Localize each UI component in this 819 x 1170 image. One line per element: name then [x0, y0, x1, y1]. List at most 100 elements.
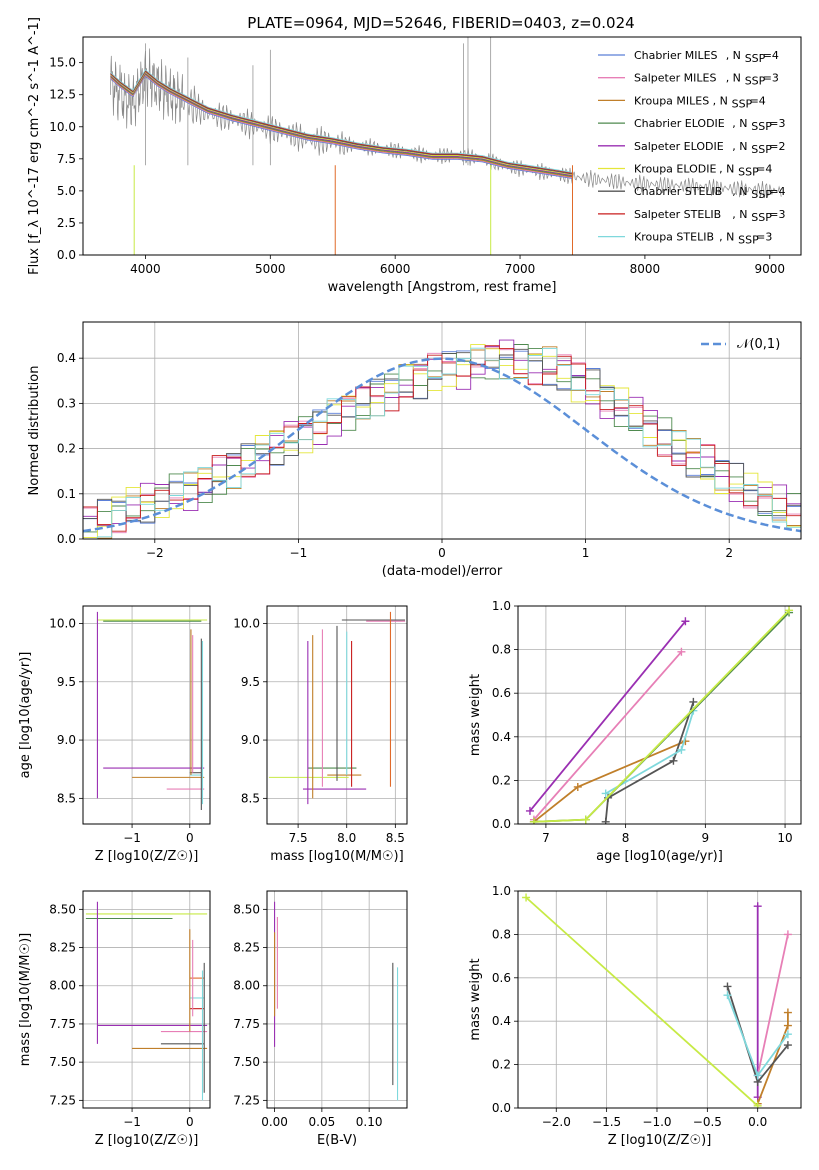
- panels: 4000 5000 6000 7000 8000 90000.02.55.07.510.0…: [18, 17, 802, 1148]
- x-tick-label: 2: [725, 546, 733, 560]
- legend-nssp-value: =4: [756, 163, 772, 176]
- weight-point-marker: [529, 817, 538, 824]
- panel-residuals: −2 −1 0 1 2 0.0 0.1 0.2 0.3 0.4 𝒩(0,1) (data-model)…: [27, 321, 802, 579]
- y-tick-label: 9.0: [241, 733, 260, 747]
- x-tick-label: 0.00: [261, 1115, 288, 1129]
- x-tick-label: −1: [290, 546, 308, 560]
- legend-entry-label: Salpeter MILES: [634, 72, 716, 85]
- legend-nssp-subscript: SSP: [751, 188, 772, 201]
- plot-area-mass-vs-Z: [85, 901, 208, 1101]
- y-axis-label: age [log10(age/yr)]: [18, 652, 33, 779]
- y-tick-label: 0.4: [492, 730, 511, 744]
- plot-area-weight-vs-Z: [522, 893, 792, 1108]
- legend-nssp-value: =2: [769, 140, 785, 153]
- weight-point-marker: [677, 745, 686, 754]
- legend-nssp-value: =4: [763, 49, 779, 62]
- weight-series-line: [529, 620, 687, 812]
- legend-entry-label: Salpeter ELODIE: [634, 140, 724, 153]
- weight-point-marker: [669, 756, 678, 765]
- legend-nssp-value: =4: [750, 94, 766, 107]
- weight-point-marker: [573, 782, 582, 791]
- legend-nssp-subscript: SSP: [745, 52, 766, 65]
- plot-area-residuals: [83, 339, 801, 539]
- weight-point-marker: [753, 1101, 762, 1108]
- y-tick-label: 8.5: [57, 791, 76, 805]
- residual-histogram: [83, 348, 801, 523]
- residual-legend: 𝒩(0,1): [701, 337, 780, 352]
- model-fit-line: [110, 75, 573, 180]
- y-tick-label: 0.2: [492, 773, 511, 787]
- y-tick-label: 12.5: [49, 88, 76, 102]
- legend-nssp-subscript: SSP: [751, 211, 772, 224]
- legend-nssp-value: =4: [769, 185, 785, 198]
- x-tick-label: 8.5: [386, 831, 405, 845]
- plot-area-mass-vs-ebv: [274, 901, 399, 1101]
- legend-nssp-label: , N: [732, 185, 747, 198]
- y-tick-label: 7.5: [57, 152, 76, 166]
- y-tick-label: 2.5: [57, 216, 76, 230]
- y-tick-label: 8.50: [233, 902, 260, 916]
- y-tick-label: 8.50: [49, 902, 76, 916]
- panel-age-vs-mass: 7.5 8.0 8.5 8.5 9.0 9.5 10.0 mass [log10(M/M☉)]: [233, 605, 408, 864]
- y-tick-label: 8.00: [49, 979, 76, 993]
- normal-distribution-curve: [83, 357, 801, 533]
- weight-point-marker: [753, 902, 762, 911]
- weight-series-line: [604, 701, 695, 822]
- x-tick-label: 6000: [380, 262, 411, 276]
- y-axis-label: mass weight: [468, 958, 483, 1040]
- legend-nssp-label: , N: [732, 140, 747, 153]
- legend-nssp-label: , N: [726, 72, 741, 85]
- weight-point-marker: [723, 982, 732, 991]
- x-tick-label: 4000: [130, 262, 161, 276]
- y-tick-label: 1.0: [492, 599, 511, 613]
- axes-frame: [82, 321, 802, 540]
- model-fit-line: [110, 69, 573, 173]
- legend-entry-label: Chabrier ELODIE: [634, 117, 725, 130]
- y-tick-label: 7.25: [49, 1093, 76, 1107]
- weight-point-marker: [689, 697, 698, 706]
- x-tick-label: 0.0: [748, 1115, 767, 1129]
- y-tick-label: 0.0: [492, 1101, 511, 1115]
- y-tick-label: 0.8: [492, 643, 511, 657]
- model-fit-line: [110, 70, 573, 175]
- legend-entry-label: Salpeter STELIB: [634, 208, 721, 221]
- y-tick-label: 5.0: [57, 184, 76, 198]
- plot-area-weight-vs-age: [525, 606, 794, 824]
- y-tick-label: 8.00: [233, 979, 260, 993]
- legend-nssp-subscript: SSP: [732, 97, 753, 110]
- y-tick-label: 9.5: [241, 675, 260, 689]
- x-tick-label: 5000: [255, 262, 286, 276]
- axes-frame: [266, 605, 408, 825]
- y-tick-label: 0.0: [492, 817, 511, 831]
- y-tick-label: 7.25: [233, 1093, 260, 1107]
- weight-series-line: [525, 896, 759, 1107]
- legend-nssp-value: =3: [769, 117, 785, 130]
- legend-label: 𝒩(0,1): [737, 337, 780, 352]
- x-tick-label: −1.0: [642, 1115, 671, 1129]
- legend-nssp-subscript: SSP: [751, 120, 772, 133]
- x-tick-label: 8: [622, 831, 630, 845]
- x-tick-label: 0.10: [356, 1115, 383, 1129]
- x-tick-label: 10: [777, 831, 792, 845]
- panel-age-vs-Z: −1 0 8.5 9.0 9.5 10.0 Z [log10(Z/Z☉)] age [log1…: [18, 605, 211, 864]
- y-tick-label: 0.1: [57, 487, 76, 501]
- legend-entry-label: Chabrier MILES: [634, 49, 718, 62]
- weight-series-line: [533, 740, 686, 823]
- legend-entry-label: Chabrier STELIB: [634, 185, 722, 198]
- y-tick-label: 7.50: [233, 1055, 260, 1069]
- x-tick-label: 1: [582, 546, 590, 560]
- y-tick-label: 7.75: [233, 1017, 260, 1031]
- axes-frame: [82, 36, 802, 256]
- y-tick-label: 0.0: [57, 532, 76, 546]
- x-tick-label: 0: [186, 831, 194, 845]
- weight-series-line: [533, 609, 790, 823]
- plot-area-age-vs-Z: [96, 611, 208, 811]
- model-fit-line: [110, 71, 573, 176]
- residual-histogram: [83, 344, 801, 538]
- panel-mass-vs-ebv: 0.00 0.05 0.10 7.25 7.50 7.75 8.00 8.25 8.50 E(B-…: [233, 890, 408, 1148]
- legend-nssp-subscript: SSP: [738, 166, 759, 179]
- y-axis-label: Normed distribution: [27, 366, 42, 496]
- weight-point-marker: [601, 789, 610, 798]
- x-tick-label: 0: [186, 1115, 194, 1129]
